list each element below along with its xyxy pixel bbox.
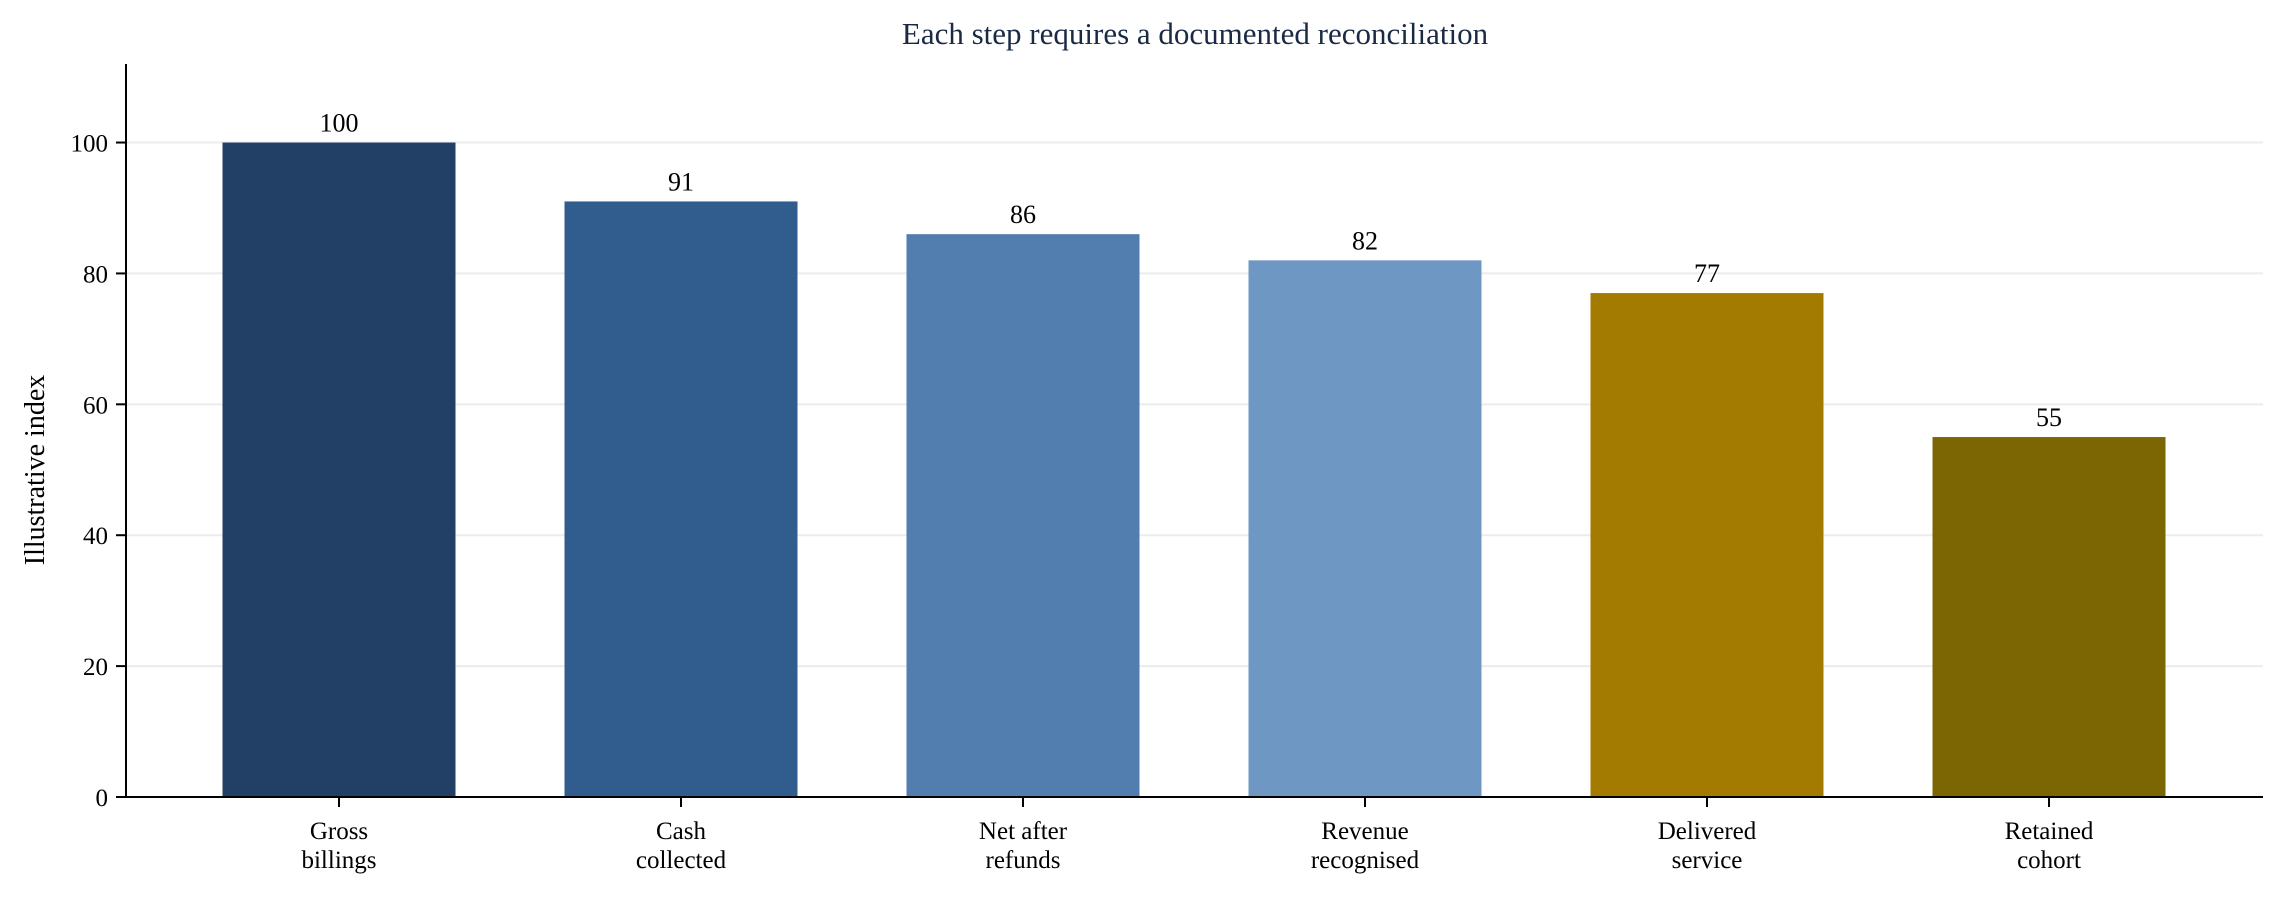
bar-value-label: 82: [1352, 226, 1378, 255]
axes: [125, 64, 2263, 798]
y-axis-ticks: 0 20 40 60 80 100: [71, 131, 126, 812]
y-tick-label: 80: [83, 261, 108, 288]
y-tick-label: 60: [83, 392, 108, 419]
x-axis-ticks: Gross billings Cash collected Net after refun…: [301, 797, 2094, 874]
x-tick-label: Revenue recognised: [1311, 818, 1420, 874]
bar-value-label: 91: [668, 167, 694, 196]
x-tick-label: Net after refunds: [979, 818, 1068, 874]
bar: [1248, 260, 1482, 797]
x-tick-label: Gross billings: [301, 818, 376, 874]
bar: [1590, 293, 1824, 797]
data-labels: 100 91 86 82 77 55: [320, 109, 2063, 433]
x-tick-label: Delivered service: [1658, 818, 1757, 874]
bar-value-label: 55: [2036, 403, 2062, 432]
bar-value-label: 86: [1010, 200, 1036, 229]
bar: [1932, 437, 2166, 797]
gridlines: [126, 141, 2263, 668]
bar: [564, 201, 798, 797]
y-tick-label: 20: [83, 654, 108, 681]
bar-value-label: 77: [1694, 259, 1720, 288]
bar: [906, 234, 1140, 798]
bars: [222, 142, 2166, 798]
x-tick-label: Cash collected: [636, 818, 727, 874]
y-tick-label: 100: [71, 131, 109, 158]
bar-value-label: 100: [320, 109, 359, 138]
y-tick-label: 0: [96, 785, 109, 812]
x-tick-label: Retained cohort: [2005, 818, 2094, 874]
y-tick-label: 40: [83, 523, 108, 550]
bar: [222, 142, 456, 798]
chart-title: Each step requires a documented reconcil…: [902, 16, 1489, 51]
y-axis-label: Illustrative index: [20, 375, 51, 566]
